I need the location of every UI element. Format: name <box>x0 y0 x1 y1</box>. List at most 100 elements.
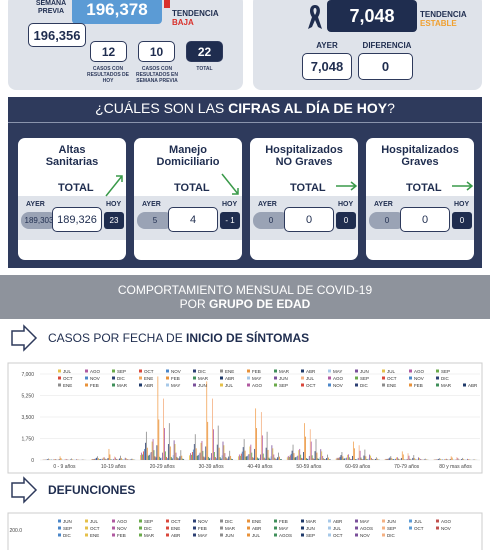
legend-label: JUN <box>306 526 315 531</box>
legend-swatch <box>382 376 385 380</box>
legend-label: MAR <box>279 369 290 374</box>
bar <box>125 458 127 460</box>
legend-label: AGO <box>252 383 263 388</box>
label: SEMANA PREVIA <box>35 0 67 15</box>
bar <box>208 456 210 460</box>
legend-label: JUL <box>90 519 98 524</box>
bar <box>287 455 289 460</box>
bar <box>288 456 290 460</box>
bar <box>293 453 295 460</box>
bar <box>173 440 175 460</box>
legend-swatch <box>382 519 385 523</box>
legend-swatch <box>247 533 250 537</box>
legend-swatch <box>112 376 115 380</box>
bar <box>146 447 148 460</box>
bar <box>412 457 414 460</box>
bar <box>231 458 233 460</box>
bar <box>267 449 269 460</box>
bar <box>265 447 267 460</box>
bar <box>248 454 250 460</box>
y-tick-label: 200.0 <box>9 528 22 534</box>
bar <box>153 450 155 460</box>
bar <box>316 452 318 460</box>
card-title: Hospitalizados <box>381 144 459 156</box>
bar <box>150 452 152 460</box>
bar <box>102 457 104 460</box>
legend-swatch <box>436 369 439 373</box>
arrow <box>336 181 358 191</box>
legend-label: SEP <box>306 533 315 538</box>
bar <box>71 458 72 460</box>
bar <box>91 459 93 460</box>
bar <box>99 459 101 460</box>
bar <box>97 456 98 460</box>
bar <box>228 456 230 460</box>
legend-swatch <box>166 383 169 387</box>
bar <box>347 454 349 460</box>
bar <box>207 421 209 460</box>
bar <box>467 459 469 460</box>
legend-swatch <box>193 383 196 387</box>
total-value: 4 <box>168 207 218 232</box>
bar <box>279 456 280 460</box>
bar <box>319 457 321 460</box>
bar <box>268 457 270 460</box>
legend-label: SEP <box>63 526 72 531</box>
bar <box>271 445 273 460</box>
bar <box>246 456 248 460</box>
legend-swatch <box>193 369 196 373</box>
legend-label: OCT <box>306 383 316 388</box>
legend-swatch <box>220 383 223 387</box>
legend-swatch <box>274 383 277 387</box>
legend-label: AGOS <box>279 533 292 538</box>
bar <box>100 458 102 460</box>
legend-label: FEB <box>198 526 207 531</box>
legend-label: MAY <box>198 533 207 538</box>
bar <box>296 456 298 460</box>
legend-label: ENE <box>144 376 153 381</box>
bar <box>439 458 441 460</box>
bar <box>108 448 110 460</box>
current-total: 196,378 <box>72 0 162 24</box>
legend-swatch <box>58 526 61 530</box>
bar <box>335 458 337 460</box>
legend-swatch <box>193 533 196 537</box>
bar <box>158 419 160 460</box>
bar <box>126 459 128 460</box>
bar <box>436 459 438 460</box>
bar <box>191 452 193 460</box>
bar <box>374 458 376 460</box>
trend-arrow <box>452 181 474 191</box>
bar <box>310 441 312 460</box>
legend-swatch <box>274 526 277 530</box>
bar <box>166 456 167 460</box>
bar <box>361 459 363 460</box>
bar <box>406 458 408 460</box>
bar <box>419 457 420 460</box>
bar <box>315 439 317 460</box>
bar <box>376 458 378 460</box>
legend-swatch <box>247 369 250 373</box>
legend-label: DIC <box>117 376 126 381</box>
bar <box>307 458 309 460</box>
bar <box>266 431 268 460</box>
legend-label: JUL <box>333 526 341 531</box>
legend-swatch <box>274 533 277 537</box>
bar <box>239 455 241 460</box>
legend-label: DIC <box>387 533 396 538</box>
today-label: HOY <box>454 201 470 208</box>
legend-swatch <box>274 519 277 523</box>
legend-swatch <box>355 383 358 387</box>
bar <box>204 457 206 460</box>
bar <box>101 458 103 460</box>
legend-label: FEB <box>90 383 99 388</box>
bar <box>394 458 396 460</box>
bar <box>165 451 166 460</box>
bar <box>342 456 344 460</box>
bar <box>438 458 440 460</box>
bar <box>355 459 357 460</box>
bar <box>175 452 177 460</box>
trend-label: TENDENCIA <box>172 9 219 18</box>
bar <box>113 458 115 460</box>
bar <box>297 455 299 460</box>
